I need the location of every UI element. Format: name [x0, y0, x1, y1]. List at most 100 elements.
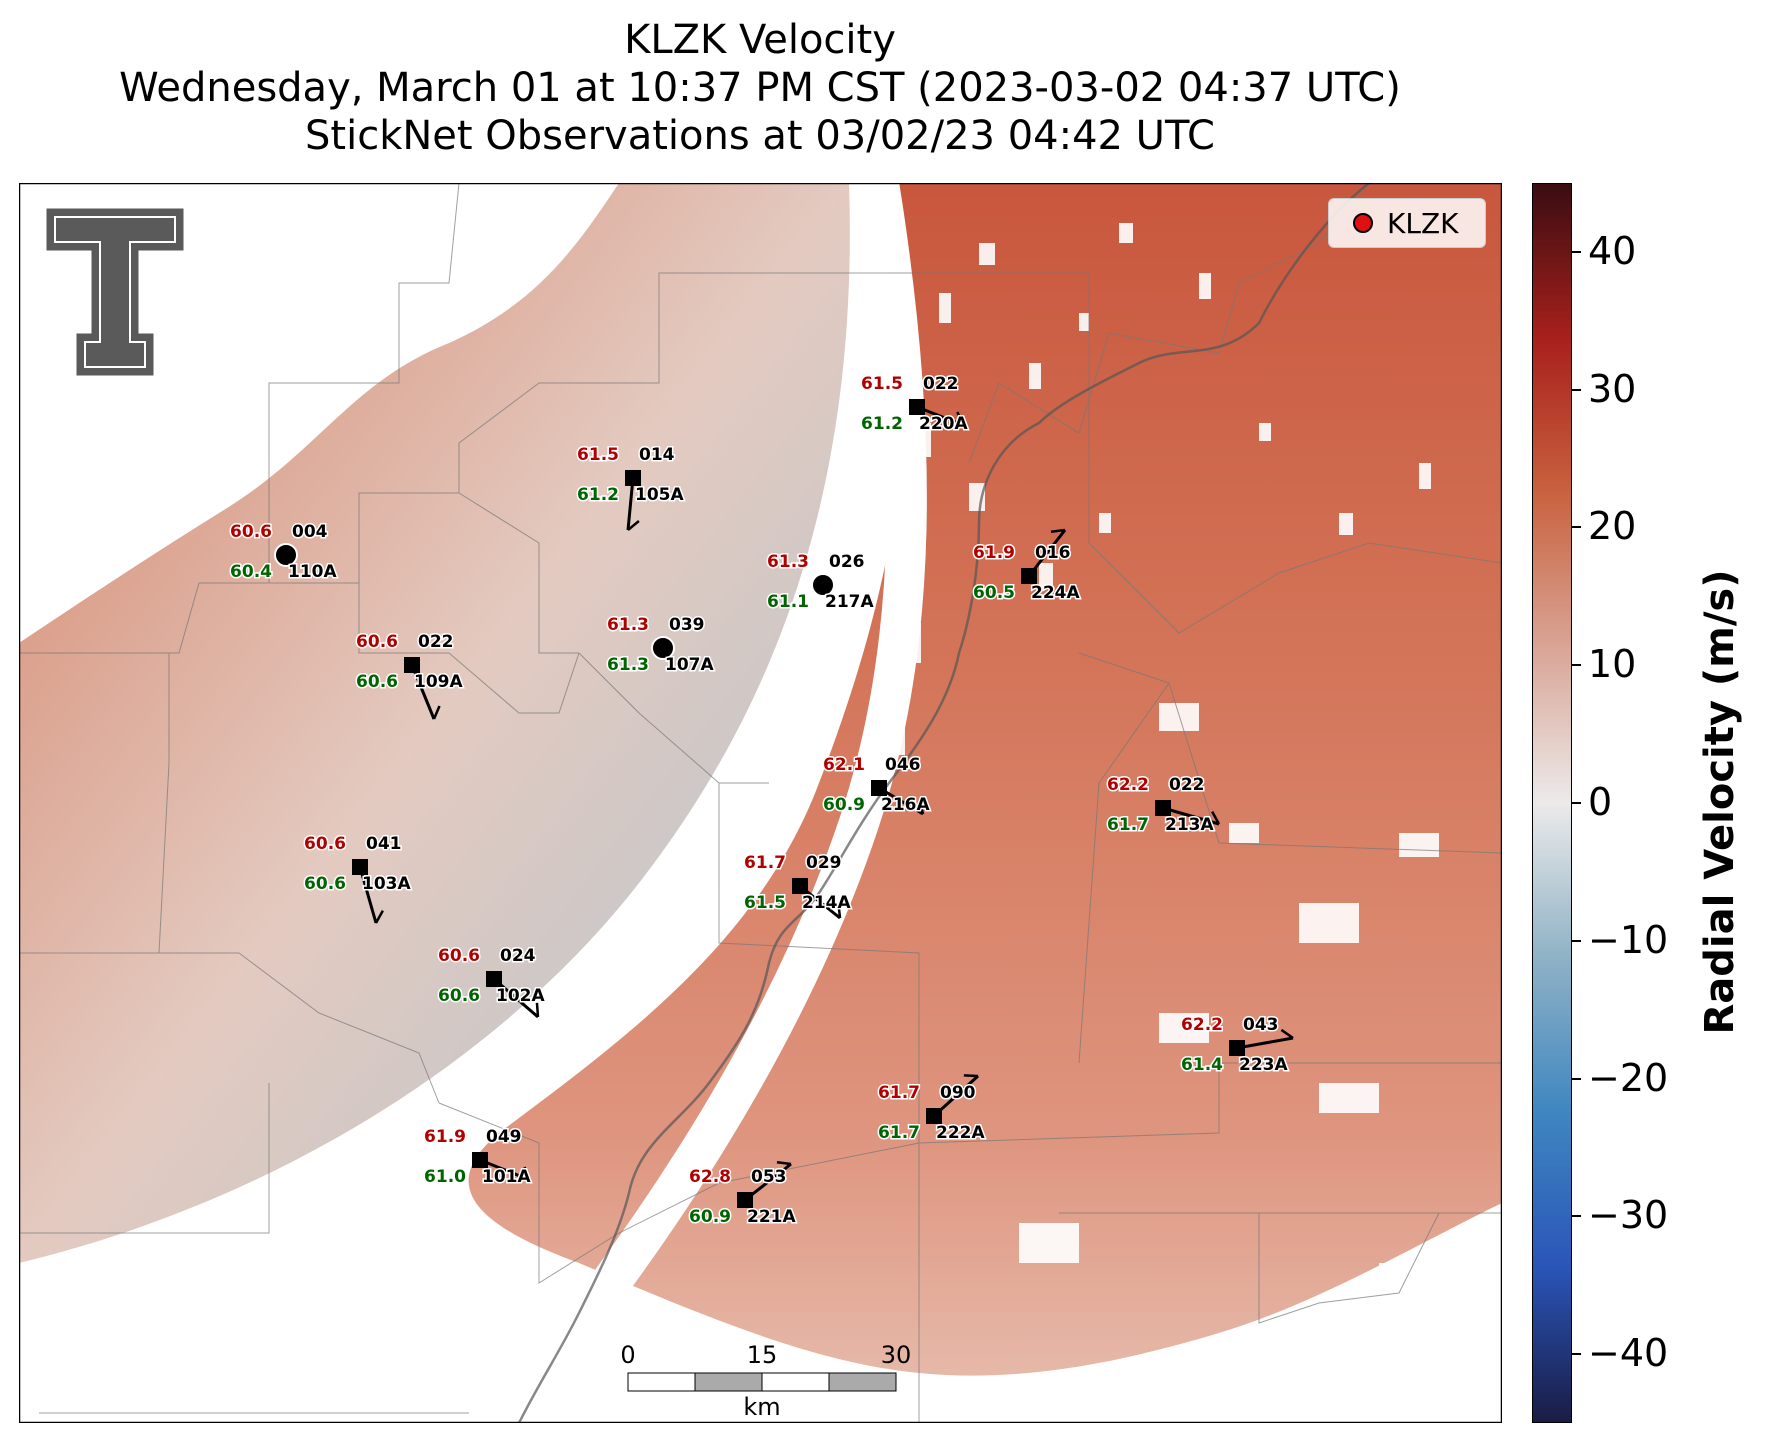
station-dewpoint: 61.7 [1107, 815, 1149, 835]
colorbar-tickmark [1572, 664, 1581, 667]
colorbar-tickmark [1572, 526, 1581, 529]
colorbar-tick-label: −30 [1588, 1193, 1669, 1238]
station-dewpoint: 60.9 [689, 1207, 731, 1227]
radar-site-marker-icon [1353, 213, 1373, 233]
station-plot-110A: 60.6 004 60.4 110A [229, 521, 339, 584]
colorbar [1532, 183, 1572, 1423]
colorbar-tick-label: 0 [1588, 780, 1613, 824]
station-dewpoint: 61.1 [767, 592, 809, 612]
station-marker-square-icon [871, 780, 887, 796]
legend-label: KLZK [1387, 206, 1459, 240]
station-marker-square-icon [472, 1152, 488, 1168]
wind-barb-flag [523, 1166, 532, 1181]
colorbar-tick-label: 10 [1588, 642, 1637, 687]
station-marker-circle-icon [811, 573, 835, 597]
wind-barb [410, 664, 436, 720]
station-temperature: 60.6 [356, 632, 398, 652]
wind-barb-flag [956, 411, 965, 426]
colorbar-tick-label: −40 [1588, 1331, 1669, 1376]
station-temperature: 60.6 [230, 522, 272, 542]
colorbar-tickmark [1572, 939, 1581, 942]
station-marker-square-icon [1021, 568, 1037, 584]
station-id: 224A [1031, 583, 1080, 603]
station-temperature: 61.9 [973, 543, 1015, 563]
colorbar-tick-label: 20 [1588, 504, 1637, 549]
legend: KLZK [1328, 198, 1486, 248]
wind-barb-flag [776, 1161, 792, 1166]
colorbar-tickmark [1572, 802, 1581, 804]
wind-barb-flag [432, 705, 441, 720]
station-plot-224A: 61.9 016 60.5 224A [972, 528, 1082, 605]
station-dewpoint: 60.4 [230, 562, 272, 582]
station-dewpoint: 61.2 [577, 485, 619, 505]
station-id: 217A [825, 592, 874, 612]
station-wind-direction: 022 [1169, 775, 1205, 795]
colorbar-tickmark [1572, 388, 1581, 391]
station-dewpoint: 61.7 [878, 1123, 920, 1143]
station-id: 101A [482, 1167, 531, 1187]
wind-barb-flag [918, 799, 925, 815]
station-temperature: 61.7 [878, 1083, 920, 1103]
texas-tech-double-t-logo [43, 205, 187, 379]
station-id: 214A [802, 893, 851, 913]
station-id: 220A [919, 414, 968, 434]
wind-barb-flag [627, 520, 640, 531]
radar-map[interactable]: 0 15 30 km 60.6 004 60.4 110A 61.5 014 61.2 105… [19, 183, 1502, 1423]
station-plot-217A: 61.3 026 61.1 217A [766, 551, 876, 614]
wind-barb-flag [1280, 1028, 1294, 1040]
station-plot-213A: 62.2 022 61.7 213A [1106, 774, 1221, 837]
station-wind-direction: 016 [1035, 543, 1071, 563]
colorbar-tick-label: 30 [1588, 366, 1637, 411]
station-wind-direction: 014 [639, 445, 675, 465]
station-plot-105A: 61.5 014 61.2 105A [576, 444, 686, 531]
station-marker-square-icon [926, 1108, 942, 1124]
station-dewpoint: 61.5 [744, 893, 786, 913]
station-marker-circle-icon [274, 543, 298, 567]
station-plot-214A: 61.7 029 61.5 214A [743, 852, 853, 920]
wind-barb-flag [535, 1002, 540, 1018]
scale-tick-30: 30 [881, 1341, 912, 1369]
station-plot-223A: 62.2 043 61.4 223A [1180, 1014, 1294, 1077]
wind-barb-flag [1050, 528, 1066, 533]
station-wind-direction: 043 [1243, 1015, 1279, 1035]
station-marker-square-icon [1229, 1040, 1245, 1056]
colorbar-tick-label: −20 [1588, 1055, 1669, 1100]
wind-barb [1236, 1036, 1294, 1050]
station-dewpoint: 60.5 [973, 583, 1015, 603]
title-line-1: KLZK Velocity [624, 17, 896, 63]
station-dewpoint: 60.6 [438, 986, 480, 1006]
station-temperature: 61.9 [424, 1127, 466, 1147]
station-id: 216A [881, 795, 930, 815]
station-marker-square-icon [625, 470, 641, 486]
station-temperature: 62.2 [1107, 775, 1149, 795]
station-dewpoint: 61.4 [1181, 1055, 1223, 1075]
station-wind-direction: 022 [923, 374, 959, 394]
station-marker-circle-icon [651, 636, 675, 660]
station-id: 222A [936, 1123, 985, 1143]
station-plot-101A: 61.9 049 61.0 101A [423, 1126, 533, 1189]
wind-barb [626, 477, 635, 531]
station-wind-direction: 039 [669, 615, 705, 635]
colorbar-tickmark [1572, 1215, 1581, 1218]
title-line-3: StickNet Observations at 03/02/23 04:42 … [305, 113, 1215, 159]
wind-barb-flag [837, 903, 842, 919]
scale-tick-0: 0 [620, 1341, 635, 1369]
station-temperature: 62.2 [1181, 1015, 1223, 1035]
station-wind-direction: 053 [751, 1167, 787, 1187]
station-dewpoint: 61.2 [861, 414, 903, 434]
station-temperature: 62.1 [823, 755, 865, 775]
colorbar-tickmark [1572, 250, 1581, 253]
station-dewpoint: 60.6 [304, 874, 346, 894]
station-temperature: 60.6 [304, 834, 346, 854]
wind-barb [479, 1158, 531, 1182]
station-plot-216A: 62.1 046 60.9 216A [822, 754, 932, 817]
scale-bar: 0 15 30 km [620, 1341, 911, 1421]
station-id: 102A [496, 986, 545, 1006]
colorbar-tickmark [1572, 1353, 1581, 1356]
station-plot-220A: 61.5 022 61.2 220A [860, 373, 970, 436]
station-marker-square-icon [909, 399, 925, 415]
station-wind-direction: 022 [418, 632, 454, 652]
station-wind-direction: 026 [829, 552, 865, 572]
station-wind-direction: 004 [292, 522, 328, 542]
station-id: 105A [635, 485, 684, 505]
